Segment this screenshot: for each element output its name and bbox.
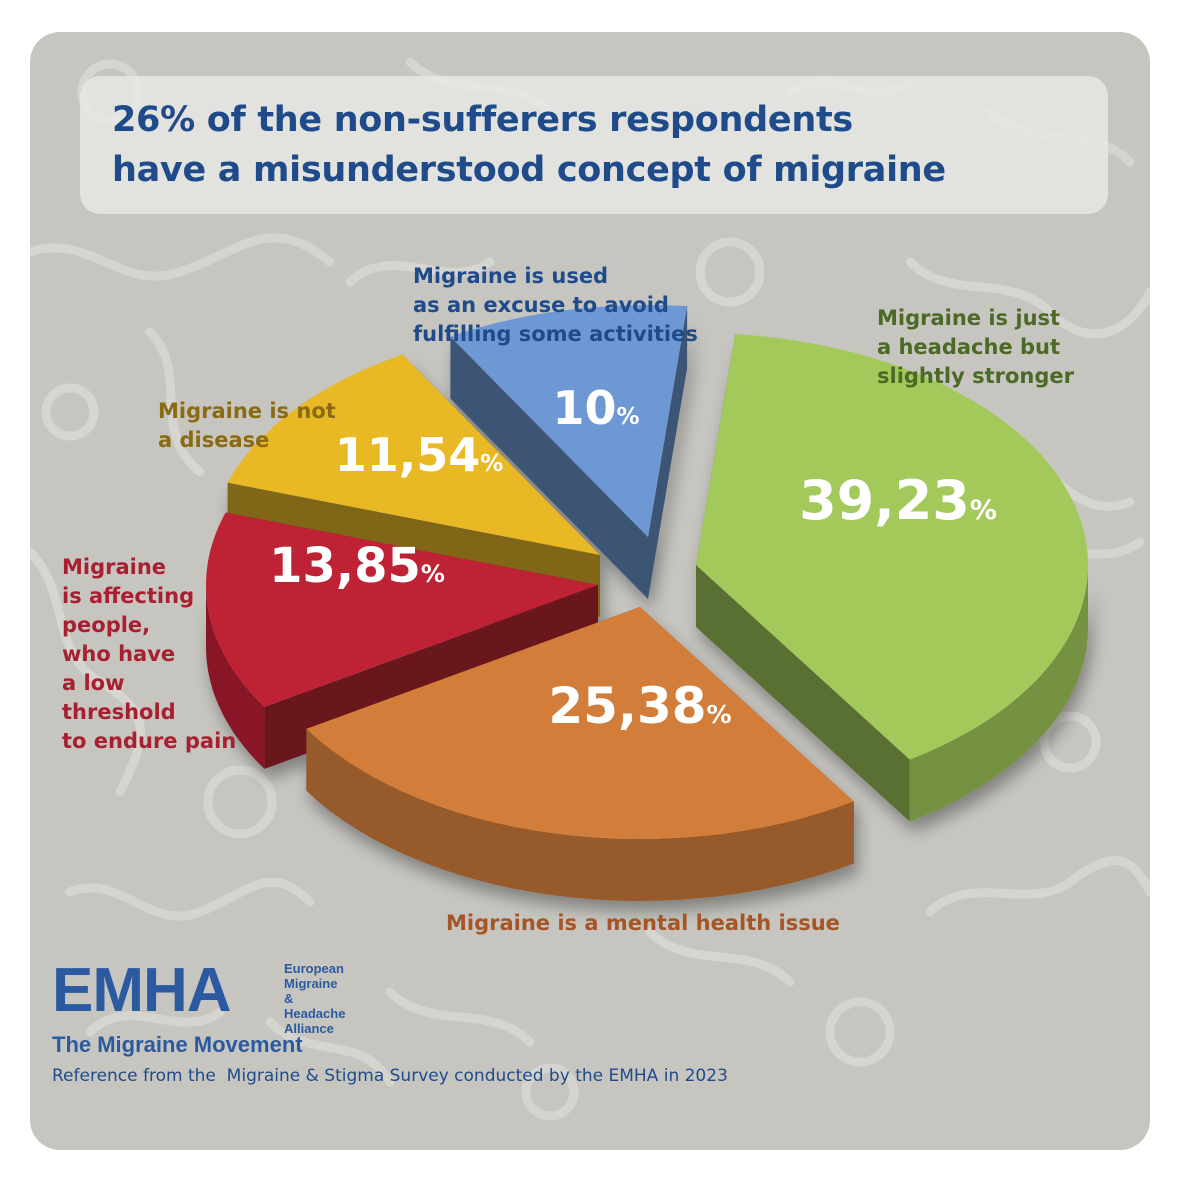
title-box: 26% of the non-sufferers respondents hav… <box>80 76 1108 214</box>
pie-slice-mental-health <box>306 607 854 840</box>
logo-subtitle: European Migraine & Headache Alliance <box>284 961 346 1036</box>
value-label-excuse: 10% <box>552 381 639 435</box>
reference-note: Reference from the Migraine & Stigma Sur… <box>52 1066 728 1086</box>
chart-title-line-1: 26% of the non-sufferers respondents <box>112 100 853 140</box>
pie-wall-excuse-0 <box>450 336 648 599</box>
label-mental-health-issue: Migraine is a mental health issue <box>446 911 840 935</box>
label-just-a-headache: Migraine is just a headache but slightly… <box>877 306 1075 388</box>
value-label-low-threshold: 13,85% <box>269 538 445 594</box>
value-label-not-a-disease: 11,54% <box>335 428 504 482</box>
pie-slice-not-a-disease <box>227 354 601 555</box>
pie-slice-just-a-headache <box>696 334 1088 760</box>
chart-title-line-2: have a misunderstood concept of migraine <box>112 150 946 190</box>
pie-side-low-threshold-0 <box>206 585 265 769</box>
label-used-as-excuse: Migraine is used as an excuse to avoid f… <box>413 264 698 346</box>
label-not-a-disease: Migraine is not a disease <box>158 399 336 452</box>
tagline: The Migraine Movement <box>52 1032 303 1057</box>
pie-wall-just-a-headache-1 <box>696 565 910 822</box>
pie-wall-excuse-1 <box>648 306 688 599</box>
logo-mark: EMHA <box>52 956 232 1025</box>
pie-side-just-a-headache-0 <box>909 565 1088 822</box>
pie-side-mental-health-0 <box>306 728 854 901</box>
pie-slice-low-threshold <box>206 512 598 707</box>
pie-slice-excuse <box>450 305 688 537</box>
label-low-pain-threshold: Migraine is affecting people, who have a… <box>62 555 237 753</box>
value-label-mental-health: 25,38% <box>548 677 731 735</box>
value-label-just-a-headache: 39,23% <box>799 469 997 532</box>
